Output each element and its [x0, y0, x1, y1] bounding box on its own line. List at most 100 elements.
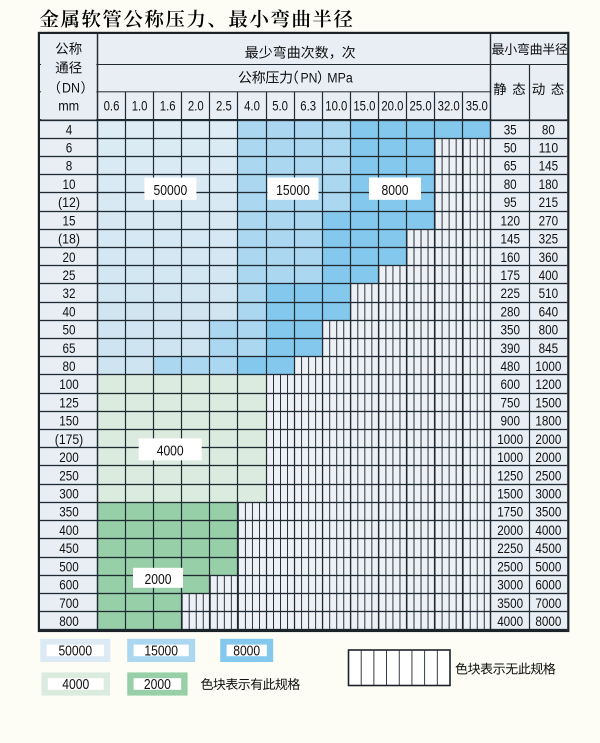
- svg-text:600: 600: [500, 376, 520, 392]
- svg-text:510: 510: [539, 285, 559, 301]
- svg-text:1750: 1750: [497, 504, 523, 520]
- svg-text:10.0: 10.0: [325, 99, 347, 114]
- svg-text:500: 500: [59, 558, 79, 574]
- svg-text:1500: 1500: [497, 486, 523, 502]
- svg-text:15.0: 15.0: [353, 99, 375, 114]
- svg-text:8000: 8000: [233, 644, 260, 660]
- svg-text:8: 8: [66, 158, 73, 174]
- svg-text:600: 600: [59, 577, 79, 593]
- svg-text:180: 180: [539, 176, 559, 192]
- svg-text:20.0: 20.0: [381, 99, 403, 114]
- svg-text:15000: 15000: [276, 183, 310, 199]
- svg-text:50000: 50000: [154, 183, 188, 199]
- svg-text:35.0: 35.0: [466, 99, 488, 114]
- svg-text:215: 215: [539, 194, 559, 210]
- svg-text:300: 300: [59, 486, 79, 502]
- svg-text:6: 6: [66, 140, 73, 156]
- svg-text:4.0: 4.0: [244, 99, 260, 114]
- svg-text:65: 65: [63, 340, 76, 356]
- svg-text:2500: 2500: [497, 558, 523, 574]
- svg-text:1.6: 1.6: [160, 99, 176, 114]
- svg-text:25: 25: [63, 267, 76, 283]
- svg-text:125: 125: [59, 395, 79, 411]
- svg-text:4500: 4500: [535, 540, 561, 556]
- svg-text:1000: 1000: [535, 358, 561, 374]
- svg-text:4: 4: [66, 121, 73, 137]
- svg-text:3500: 3500: [497, 595, 523, 611]
- svg-text:400: 400: [59, 522, 79, 538]
- svg-text:1500: 1500: [535, 395, 561, 411]
- svg-text:200: 200: [59, 449, 79, 465]
- svg-text:50000: 50000: [58, 644, 92, 660]
- svg-text:400: 400: [539, 267, 559, 283]
- svg-text:3500: 3500: [535, 504, 561, 520]
- svg-text:40: 40: [63, 303, 76, 319]
- svg-text:175: 175: [500, 267, 520, 283]
- svg-text:5000: 5000: [535, 558, 561, 574]
- svg-text:7000: 7000: [535, 595, 561, 611]
- svg-text:(12): (12): [58, 194, 80, 210]
- svg-text:4000: 4000: [535, 522, 561, 538]
- svg-text:280: 280: [500, 303, 520, 319]
- svg-text:110: 110: [539, 140, 559, 156]
- svg-text:2250: 2250: [497, 540, 523, 556]
- svg-text:2000: 2000: [144, 677, 171, 693]
- svg-text:350: 350: [59, 504, 79, 520]
- svg-text:450: 450: [59, 540, 79, 556]
- svg-text:15: 15: [63, 212, 76, 228]
- svg-text:1800: 1800: [535, 413, 561, 429]
- svg-text:145: 145: [500, 231, 520, 247]
- svg-text:25.0: 25.0: [410, 99, 432, 114]
- svg-text:3000: 3000: [497, 577, 523, 593]
- svg-text:150: 150: [59, 413, 79, 429]
- svg-text:35: 35: [504, 121, 517, 137]
- svg-text:750: 750: [500, 395, 520, 411]
- svg-text:1.0: 1.0: [132, 99, 148, 114]
- svg-text:2000: 2000: [145, 572, 172, 588]
- svg-text:8000: 8000: [535, 613, 561, 629]
- svg-text:1200: 1200: [535, 376, 561, 392]
- svg-text:700: 700: [59, 595, 79, 611]
- svg-text:PN: PN: [301, 71, 318, 86]
- svg-text:225: 225: [500, 285, 520, 301]
- svg-text:270: 270: [539, 212, 559, 228]
- svg-text:360: 360: [539, 249, 559, 265]
- svg-text:2500: 2500: [535, 467, 561, 483]
- svg-text:80: 80: [542, 121, 555, 137]
- svg-text:2.5: 2.5: [216, 99, 232, 114]
- svg-text:390: 390: [500, 340, 520, 356]
- svg-text:5.0: 5.0: [272, 99, 288, 114]
- svg-text:120: 120: [500, 212, 520, 228]
- svg-text:MPa: MPa: [327, 71, 353, 86]
- svg-text:250: 250: [59, 467, 79, 483]
- svg-text:65: 65: [504, 158, 517, 174]
- svg-text:4000: 4000: [497, 613, 523, 629]
- svg-text:640: 640: [539, 303, 559, 319]
- svg-text:100: 100: [59, 376, 79, 392]
- svg-text:350: 350: [500, 322, 520, 338]
- svg-text:20: 20: [63, 249, 76, 265]
- svg-text:800: 800: [539, 322, 559, 338]
- svg-text:1000: 1000: [497, 449, 523, 465]
- svg-text:2000: 2000: [497, 522, 523, 538]
- svg-text:8000: 8000: [382, 183, 409, 199]
- svg-text:845: 845: [539, 340, 559, 356]
- svg-text:480: 480: [500, 358, 520, 374]
- svg-text:32: 32: [63, 285, 76, 301]
- svg-text:145: 145: [539, 158, 559, 174]
- svg-text:6.3: 6.3: [300, 99, 316, 114]
- svg-text:1250: 1250: [497, 467, 523, 483]
- svg-text:DN: DN: [62, 81, 80, 96]
- svg-text:(18): (18): [58, 231, 80, 247]
- svg-text:50: 50: [504, 140, 517, 156]
- svg-text:50: 50: [63, 322, 76, 338]
- svg-text:2.0: 2.0: [188, 99, 204, 114]
- svg-text:4000: 4000: [62, 677, 89, 693]
- svg-text:95: 95: [504, 194, 517, 210]
- svg-text:160: 160: [500, 249, 520, 265]
- svg-text:800: 800: [59, 613, 79, 629]
- svg-text:0.6: 0.6: [104, 99, 120, 114]
- svg-text:325: 325: [539, 231, 559, 247]
- svg-text:15000: 15000: [144, 644, 178, 660]
- svg-text:2000: 2000: [535, 431, 561, 447]
